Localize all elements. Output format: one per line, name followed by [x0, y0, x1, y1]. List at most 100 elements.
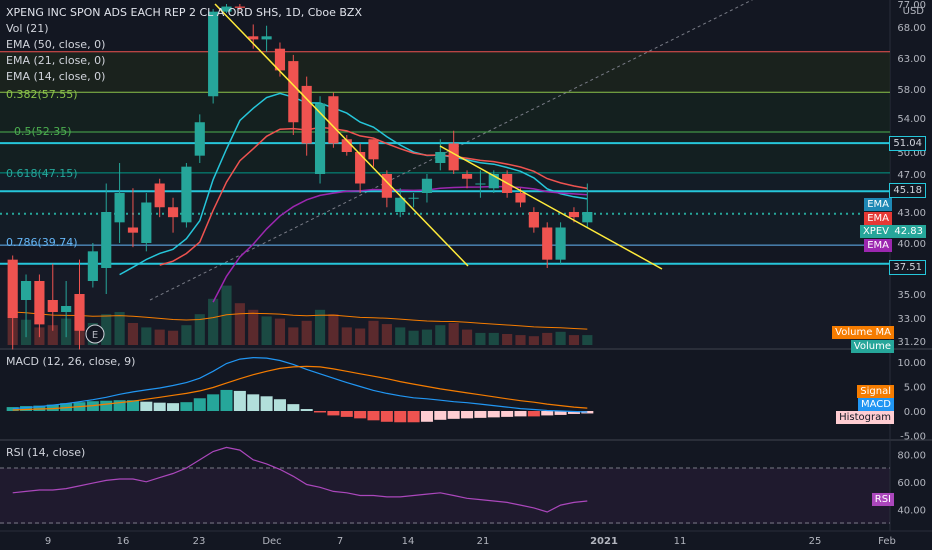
rsi-tag: RSI: [871, 493, 894, 506]
fib-label-0618: 0.618(47.15): [6, 167, 78, 180]
time-tick: 9: [45, 536, 51, 547]
candle: [274, 48, 286, 71]
trend-line-1: [214, 3, 469, 267]
candle: [74, 294, 85, 331]
candle: [141, 202, 152, 243]
candle: [435, 152, 446, 163]
macd-histogram-bar: [407, 411, 420, 423]
macd-histogram-bar: [447, 411, 460, 419]
macd-histogram-bar: [300, 409, 313, 411]
macd-signal-line: [12, 365, 588, 411]
price-tick: 68.00: [897, 23, 926, 34]
candle: [408, 197, 419, 199]
macd-histogram-bar: [420, 411, 433, 422]
volume-bar: [101, 314, 112, 345]
candle: [248, 36, 259, 40]
time-tick: 2021: [590, 536, 618, 547]
time-tick: 23: [193, 536, 206, 547]
fib-label-0786: 0.786(39.74): [6, 236, 78, 249]
macd-histogram-bar: [6, 407, 19, 411]
volume-bar: [488, 332, 499, 345]
volume-bar: [555, 331, 566, 345]
candle: [261, 36, 272, 40]
candle: [167, 207, 179, 218]
ema-21-tag: EMA: [864, 212, 892, 225]
indicator-ema-14[interactable]: EMA (14, close, 0): [6, 70, 106, 83]
candle: [127, 227, 139, 233]
time-tick: Dec: [262, 536, 281, 547]
macd-histogram-bar: [193, 398, 206, 411]
trend-line-2: [439, 145, 663, 270]
macd-histogram-bar: [273, 399, 286, 411]
candle: [568, 212, 580, 218]
price-tick: 43.00: [897, 208, 926, 219]
fib-band: [0, 51, 890, 93]
chart-title: XPENG INC SPON ADS EACH REP 2 CL A ORD S…: [6, 6, 363, 19]
volume-bar: [194, 314, 205, 345]
ticker-symbol: XPEV: [862, 226, 889, 237]
chart-legend: XPENG INC SPON ADS EACH REP 2 CL A ORD S…: [6, 5, 362, 85]
candle: [101, 212, 112, 268]
volume-bar: [395, 327, 406, 345]
macd-title[interactable]: MACD (12, 26, close, 9): [6, 355, 136, 368]
volume-bar: [127, 323, 139, 345]
macd-histogram-bar: [140, 401, 153, 411]
price-tick: 35.00: [897, 290, 926, 301]
fib-band: [0, 92, 890, 133]
indicator-ema-50[interactable]: EMA (50, close, 0): [6, 38, 106, 51]
volume-bar: [381, 324, 392, 345]
candle: [221, 6, 232, 12]
macd-histogram-bar: [207, 394, 220, 411]
fib-label-0382: 0.382(57.55): [6, 88, 78, 101]
macd-histogram-bar: [180, 402, 193, 411]
candle: [341, 139, 352, 152]
candle: [20, 281, 32, 300]
volume-bar: [461, 329, 473, 345]
macd-line-tag: MACD: [858, 398, 894, 411]
price-tick: 54.00: [897, 114, 926, 125]
candle: [421, 178, 433, 193]
time-tick: 11: [674, 536, 687, 547]
volume-bar: [582, 335, 593, 345]
volume-bar: [448, 323, 459, 345]
ema-14-tag: EMA: [864, 198, 892, 211]
price-tick: 77.00: [897, 0, 926, 11]
candle: [542, 227, 553, 260]
volume-bar: [368, 320, 379, 345]
macd-histogram-bar: [567, 411, 580, 414]
volume-bar: [154, 329, 165, 345]
volume-bar: [421, 329, 433, 345]
rsi-title[interactable]: RSI (14, close): [6, 446, 86, 459]
candle: [448, 143, 459, 171]
macd-histogram-bar: [100, 400, 113, 411]
price-tick: 58.00: [897, 85, 926, 96]
macd-histogram-bar: [514, 411, 527, 417]
candle: [61, 306, 72, 312]
rsi-tick: 80.00: [897, 450, 926, 461]
ema-14-line: [119, 92, 588, 276]
candle: [87, 251, 98, 281]
volume-bar: [248, 309, 259, 345]
macd-histogram-bar: [487, 411, 500, 418]
macd-histogram-bar: [153, 402, 166, 411]
price-tick: 31.20: [897, 337, 926, 348]
volume-bar: [301, 320, 312, 345]
macd-histogram-tag: Histogram: [836, 411, 894, 424]
time-tick: Feb: [878, 536, 896, 547]
macd-histogram-bar: [46, 404, 59, 411]
candle: [314, 103, 326, 174]
macd-tick: 10.00: [897, 358, 926, 369]
indicator-ema-21[interactable]: EMA (21, close, 0): [6, 54, 106, 67]
macd-histogram-bar: [167, 403, 180, 411]
macd-tick: 5.00: [904, 383, 926, 394]
macd-histogram-bar: [287, 404, 300, 411]
candle: [555, 227, 566, 260]
macd-histogram-bar: [434, 411, 447, 420]
volume-bar: [261, 316, 272, 345]
volume-ma-line: [12, 311, 588, 330]
macd-histogram-bar: [367, 411, 380, 421]
volume-bar: [355, 328, 366, 345]
indicator-volume[interactable]: Vol (21): [6, 22, 49, 35]
candle: [515, 193, 526, 203]
